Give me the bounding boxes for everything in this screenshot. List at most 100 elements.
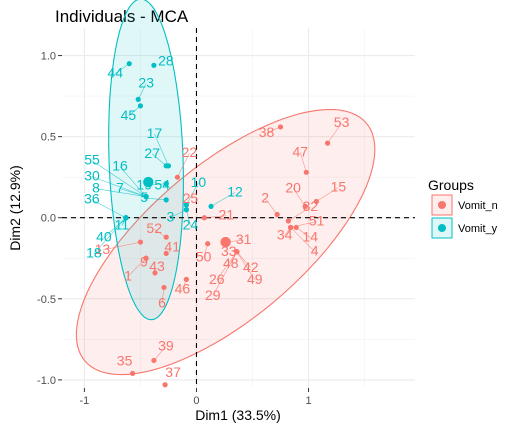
point-label-23: 23 bbox=[138, 74, 154, 90]
y-tick-label: 0.5 bbox=[41, 132, 56, 144]
centroid-vomit-n bbox=[220, 236, 231, 248]
point-label-52: 52 bbox=[146, 220, 162, 236]
point-label-9: 9 bbox=[140, 253, 148, 269]
leader-line-55 bbox=[91, 160, 147, 197]
leader-line-47 bbox=[300, 152, 307, 173]
y-tick-label: -0.5 bbox=[37, 294, 56, 306]
point-label-13: 13 bbox=[95, 241, 111, 257]
point-43 bbox=[152, 270, 158, 276]
point-label-14: 14 bbox=[302, 228, 318, 244]
point-5 bbox=[163, 197, 169, 203]
ellipse-vomit-y bbox=[108, 0, 184, 321]
point-14 bbox=[293, 224, 299, 231]
point-6 bbox=[161, 284, 167, 291]
y-tick-label: 0.0 bbox=[41, 213, 56, 225]
point-label-39: 39 bbox=[158, 337, 174, 353]
legend-title: Groups bbox=[428, 177, 474, 193]
point-28 bbox=[151, 62, 157, 68]
point-label-19: 19 bbox=[136, 177, 152, 193]
point-54 bbox=[163, 181, 169, 187]
point-label-28: 28 bbox=[158, 52, 174, 68]
point-label-27: 27 bbox=[144, 145, 160, 161]
point-label-15: 15 bbox=[331, 179, 347, 195]
point-45 bbox=[137, 103, 144, 109]
point-label-21: 21 bbox=[219, 207, 235, 223]
leader-line-4 bbox=[290, 227, 315, 252]
point-53 bbox=[324, 140, 331, 146]
point-2 bbox=[274, 211, 280, 218]
point-label-46: 46 bbox=[175, 280, 191, 296]
point-15 bbox=[313, 198, 319, 205]
point-4 bbox=[288, 224, 294, 231]
point-label-30: 30 bbox=[84, 168, 100, 184]
leader-line-13 bbox=[102, 241, 141, 251]
point-35 bbox=[130, 370, 136, 377]
point-label-36: 36 bbox=[84, 191, 100, 207]
point-label-50: 50 bbox=[196, 249, 212, 265]
point-23 bbox=[135, 96, 141, 102]
leader-line-14 bbox=[296, 227, 311, 238]
point-labels: 1269131415202122252629313233343537383941… bbox=[84, 52, 350, 379]
leader-line-45 bbox=[128, 105, 141, 117]
point-label-20: 20 bbox=[285, 179, 301, 195]
y-tick-label: -1.0 bbox=[37, 375, 56, 387]
point-label-26: 26 bbox=[209, 271, 225, 287]
point-label-24: 24 bbox=[183, 217, 199, 233]
leader-line-36 bbox=[91, 199, 127, 218]
point-label-4: 4 bbox=[311, 242, 319, 258]
point-55 bbox=[143, 194, 149, 200]
leader-line-3 bbox=[170, 209, 187, 218]
point-label-41: 41 bbox=[164, 238, 180, 254]
point-46 bbox=[183, 276, 189, 282]
leader-line-21 bbox=[204, 215, 227, 219]
point-label-10: 10 bbox=[191, 174, 207, 190]
point-41 bbox=[163, 250, 169, 257]
point-label-48: 48 bbox=[223, 255, 239, 271]
point-21 bbox=[201, 215, 207, 221]
leader-line-2 bbox=[264, 198, 278, 215]
point-13 bbox=[137, 239, 144, 245]
reference-lines bbox=[62, 28, 415, 388]
point-24 bbox=[183, 207, 189, 213]
point-label-22: 22 bbox=[182, 144, 198, 160]
leader-line-17 bbox=[154, 133, 169, 166]
axis-ticks: -1 0 1 -1.0 -0.5 0.0 0.5 1.0 bbox=[37, 51, 312, 407]
legend-label-vomit-n: Vomit_n bbox=[458, 200, 498, 212]
point-39 bbox=[151, 357, 157, 364]
point-27 bbox=[163, 163, 169, 169]
point-22 bbox=[174, 174, 181, 180]
data-points bbox=[123, 61, 331, 388]
leader-line-49 bbox=[236, 251, 256, 280]
point-label-1: 1 bbox=[124, 267, 132, 283]
point-32 bbox=[285, 218, 291, 224]
point-52 bbox=[163, 234, 169, 240]
point-label-37: 37 bbox=[165, 364, 181, 380]
point-label-2: 2 bbox=[261, 189, 269, 205]
point-label-11: 11 bbox=[115, 217, 130, 233]
point-label-53: 53 bbox=[334, 114, 350, 130]
point-label-42: 42 bbox=[243, 259, 259, 275]
point-50 bbox=[205, 241, 211, 247]
point-label-35: 35 bbox=[117, 352, 133, 368]
point-label-29: 29 bbox=[205, 287, 221, 303]
leader-line-1 bbox=[127, 258, 147, 277]
y-axis-title: Dim2 (12.9%) bbox=[7, 165, 23, 251]
point-label-25: 25 bbox=[183, 190, 199, 206]
leader-line-53 bbox=[327, 122, 342, 144]
leader-line-26 bbox=[216, 251, 238, 280]
point-label-51: 51 bbox=[309, 212, 325, 228]
x-tick-label: 0 bbox=[193, 395, 199, 407]
point-label-44: 44 bbox=[107, 65, 123, 81]
leader-line-20 bbox=[292, 188, 306, 207]
point-10 bbox=[183, 202, 189, 208]
leader-line-32 bbox=[288, 206, 311, 222]
point-label-34: 34 bbox=[277, 226, 293, 242]
point-44 bbox=[126, 61, 132, 67]
point-38 bbox=[277, 124, 284, 130]
point-label-38: 38 bbox=[259, 124, 275, 140]
point-label-40: 40 bbox=[96, 229, 112, 245]
point-label-18: 18 bbox=[86, 245, 102, 261]
leader-line-8 bbox=[96, 188, 147, 197]
point-label-54: 54 bbox=[154, 177, 170, 193]
